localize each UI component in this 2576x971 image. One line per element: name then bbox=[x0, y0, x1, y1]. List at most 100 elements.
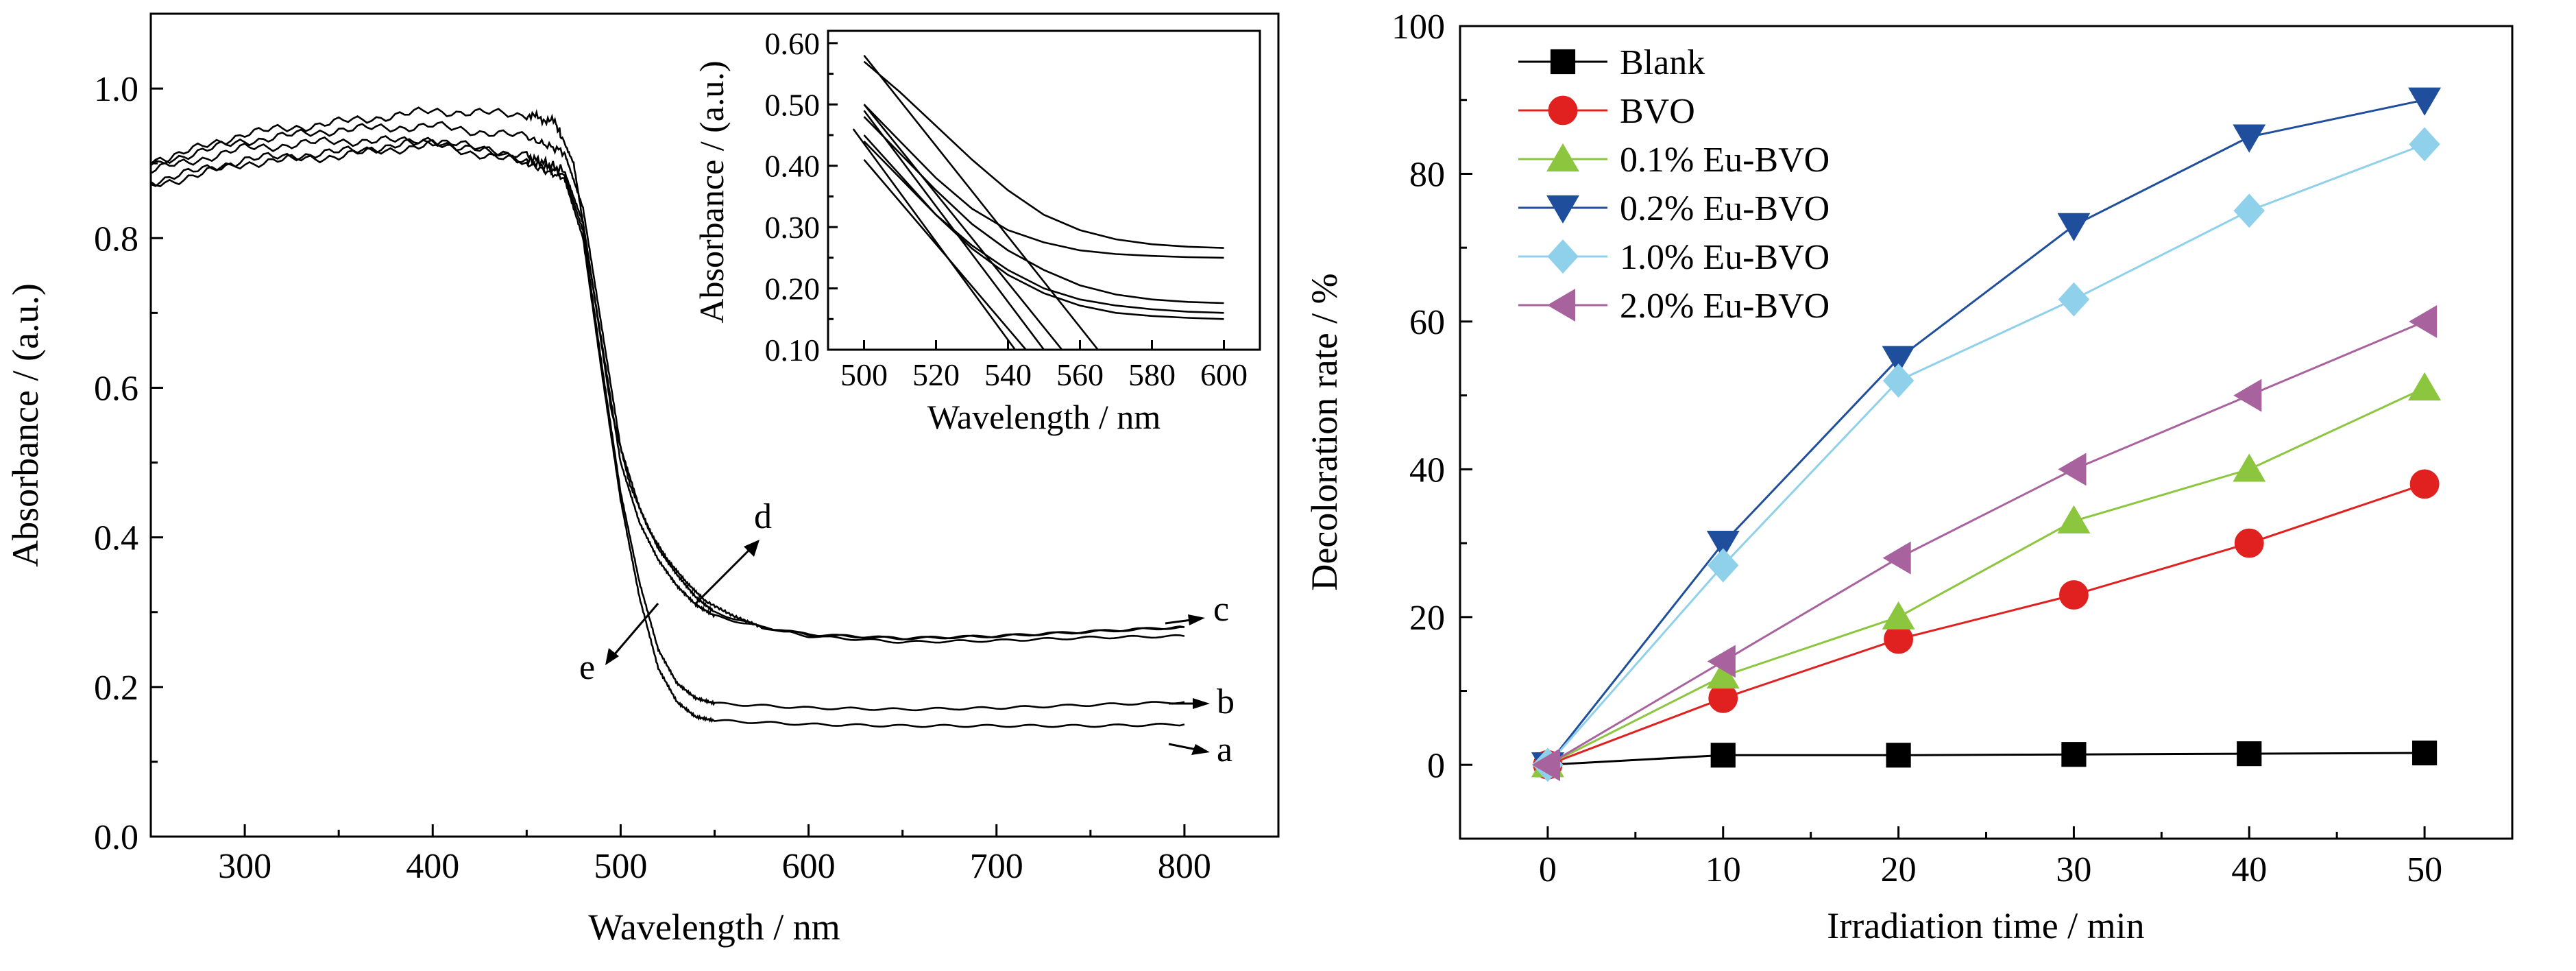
data-point bbox=[1882, 601, 1915, 630]
right-x-axis-label: Irradiation time / min bbox=[1827, 905, 2144, 946]
right-y-tick-label: 0 bbox=[1427, 746, 1445, 785]
data-point bbox=[2408, 372, 2442, 400]
inset-y-tick-label: 0.40 bbox=[765, 149, 821, 184]
absorbance-curve-e bbox=[150, 106, 1185, 644]
series-0-1-eu-bvo bbox=[1531, 372, 2442, 778]
data-point bbox=[2058, 282, 2090, 317]
series-blank bbox=[1535, 740, 2438, 778]
data-point bbox=[2411, 740, 2438, 766]
data-point bbox=[2409, 469, 2440, 499]
data-point bbox=[1882, 346, 1915, 374]
left-curves bbox=[150, 106, 1185, 728]
data-point bbox=[2408, 87, 2442, 116]
legend-marker bbox=[1550, 49, 1576, 75]
series-line bbox=[1547, 752, 2425, 766]
legend-label: Blank bbox=[1620, 43, 1705, 82]
curve-label-arrows bbox=[605, 540, 1210, 755]
left-x-tick-label: 300 bbox=[218, 847, 271, 886]
series-line bbox=[1547, 387, 2425, 766]
data-point bbox=[1886, 743, 1911, 768]
data-point bbox=[2233, 193, 2265, 228]
series-2-0-eu-bvo bbox=[1531, 304, 2438, 782]
curve-label-a: a bbox=[1217, 730, 1232, 769]
data-point bbox=[2233, 124, 2266, 153]
right-x-tick-label: 10 bbox=[1705, 850, 1741, 889]
right-y-tick-label: 100 bbox=[1392, 8, 1445, 47]
decoloration-panel: 0 10 20 30 40 50 0 20 40 60 80 100 Blank BVO 0.1% Eu… bbox=[1304, 8, 2514, 946]
right-series bbox=[1531, 87, 2442, 782]
legend-marker bbox=[1546, 195, 1579, 224]
data-point bbox=[1710, 743, 1736, 768]
data-point bbox=[2233, 379, 2262, 412]
right-x-tick-label: 50 bbox=[2407, 850, 2442, 889]
left-y-tick-label: 0.6 bbox=[94, 369, 138, 408]
legend-item: 2.0% Eu-BVO bbox=[1518, 287, 1830, 326]
legend-label: 2.0% Eu-BVO bbox=[1620, 287, 1830, 326]
inset-curve bbox=[863, 134, 1224, 320]
absorbance-curve-a bbox=[150, 139, 1185, 728]
legend-marker bbox=[1547, 239, 1579, 274]
inset-x-tick-label: 520 bbox=[912, 357, 960, 392]
curve-label-c: c bbox=[1213, 590, 1229, 629]
legend-marker bbox=[1548, 95, 1578, 125]
data-point bbox=[2233, 453, 2266, 482]
curve-label-b: b bbox=[1217, 682, 1235, 721]
legend-label: 0.2% Eu-BVO bbox=[1620, 189, 1830, 228]
left-y-tick-label: 0.8 bbox=[94, 219, 138, 259]
right-y-tick-label: 80 bbox=[1409, 155, 1445, 194]
legend-item: 0.2% Eu-BVO bbox=[1518, 189, 1830, 228]
data-point bbox=[2409, 304, 2438, 338]
data-point bbox=[1706, 530, 1740, 560]
curve-label-e: e bbox=[579, 648, 595, 687]
inset-y-tick-label: 0.10 bbox=[765, 333, 821, 368]
inset-plot: 500 520 540 560 580 600 0.10 0.20 0.30 0.40 0.50 0.… bbox=[692, 26, 1261, 436]
right-y-tick-label: 20 bbox=[1409, 599, 1445, 638]
inset-y-tick-label: 0.20 bbox=[765, 272, 821, 307]
data-point bbox=[1882, 541, 1911, 575]
inset-x-tick-label: 560 bbox=[1056, 357, 1104, 392]
left-y-ticks: 0.0 0.2 0.4 0.6 0.8 1.0 bbox=[94, 12, 163, 857]
right-x-ticks: 0 10 20 30 40 50 bbox=[1459, 826, 2514, 889]
left-y-tick-label: 0.2 bbox=[94, 669, 138, 708]
inset-tangent-line bbox=[863, 54, 1099, 350]
legend-label: 1.0% Eu-BVO bbox=[1620, 238, 1830, 277]
data-point bbox=[2059, 580, 2089, 610]
inset-y-tick-label: 0.30 bbox=[765, 210, 821, 245]
left-y-tick-label: 1.0 bbox=[94, 70, 138, 109]
right-x-tick-label: 40 bbox=[2231, 850, 2267, 889]
absorbance-curve-b bbox=[150, 136, 1185, 712]
absorbance-panel: 300 400 500 600 700 800 0.0 0.2 0.4 0.6 0.8 1.0 Wa… bbox=[5, 12, 1280, 948]
left-x-tick-label: 700 bbox=[970, 847, 1023, 886]
inset-plot-frame bbox=[827, 29, 1261, 351]
series-line bbox=[1547, 483, 2425, 766]
right-x-tick-label: 0 bbox=[1539, 850, 1557, 889]
series-line bbox=[1546, 99, 2425, 766]
legend-marker bbox=[1547, 289, 1576, 322]
inset-y-axis-label: Absorbance / (a.u.) bbox=[692, 60, 731, 323]
data-point bbox=[2061, 742, 2087, 767]
legend-label: BVO bbox=[1620, 92, 1695, 131]
right-x-tick-label: 30 bbox=[2056, 850, 2091, 889]
inset-tangent-line bbox=[852, 128, 1017, 350]
left-x-tick-label: 500 bbox=[594, 847, 647, 886]
inset-ticks: 500 520 540 560 580 600 0.10 0.20 0.30 0.40 0.50 0.… bbox=[765, 26, 1248, 392]
left-x-tick-label: 600 bbox=[782, 847, 836, 886]
data-point bbox=[2058, 453, 2087, 486]
left-x-axis-label: Wavelength / nm bbox=[588, 907, 840, 948]
data-point bbox=[1882, 363, 1915, 398]
left-y-tick-label: 0.0 bbox=[94, 818, 138, 857]
left-x-tick-label: 400 bbox=[406, 847, 459, 886]
right-y-axis-label: Decoloration rate / % bbox=[1304, 273, 1345, 590]
right-plot-frame bbox=[1459, 25, 2514, 840]
curve-label-d: d bbox=[754, 497, 772, 536]
legend-item: 0.1% Eu-BVO bbox=[1518, 141, 1830, 180]
data-point bbox=[2409, 127, 2440, 162]
inset-curve bbox=[863, 60, 1224, 249]
legend-item: Blank bbox=[1518, 43, 1705, 82]
inset-x-tick-label: 540 bbox=[984, 357, 1032, 392]
right-y-tick-label: 60 bbox=[1409, 303, 1445, 342]
inset-x-tick-label: 580 bbox=[1128, 357, 1176, 392]
series-line bbox=[1546, 143, 2425, 766]
inset-tangent-line bbox=[863, 110, 1045, 350]
